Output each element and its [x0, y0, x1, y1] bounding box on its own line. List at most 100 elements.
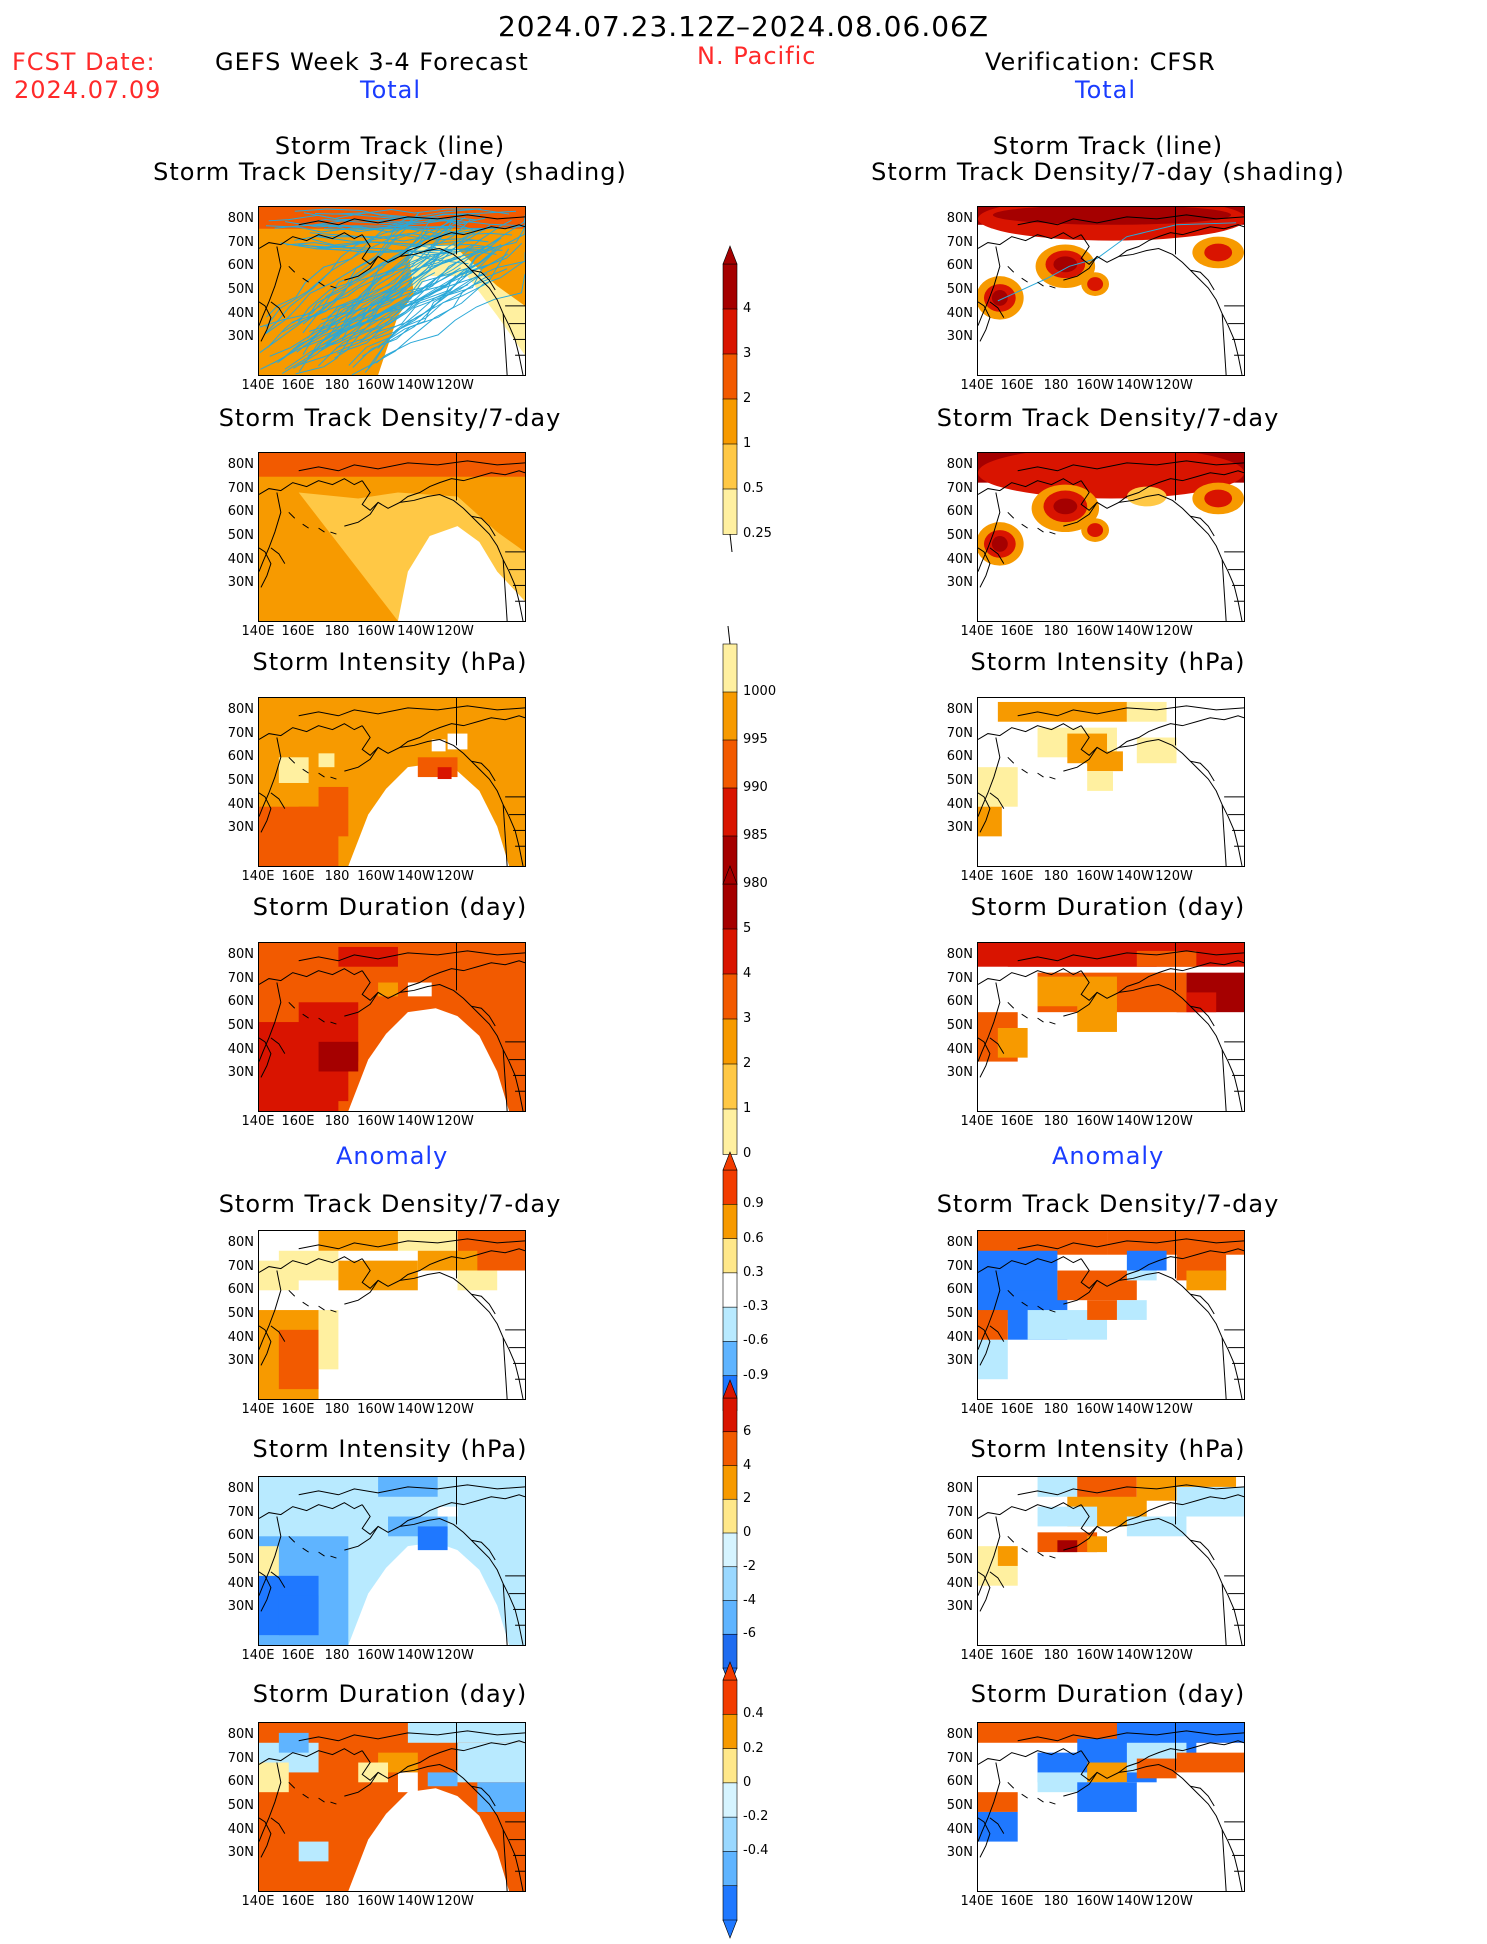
- title-left-track-line: Storm Track (line): [130, 132, 650, 160]
- lat-label: 30N: [214, 1599, 254, 1614]
- lat-label: 40N: [933, 1822, 973, 1837]
- lat-label: 30N: [214, 575, 254, 590]
- shade-cell: [428, 1772, 458, 1786]
- lat-label: 70N: [214, 235, 254, 250]
- map-right-anom-intensity: [977, 1476, 1245, 1646]
- shade-cell: [1177, 1487, 1244, 1517]
- title-left-anom-density: Storm Track Density/7-day: [130, 1190, 650, 1218]
- colorbar-swatch: [723, 1239, 737, 1274]
- shade-cell: [978, 767, 1018, 807]
- lat-label: 30N: [214, 1845, 254, 1860]
- colorbar-label: 990: [743, 780, 768, 795]
- colorbar-swatch: [723, 1064, 737, 1110]
- map-right-track: [977, 206, 1245, 376]
- colorbar-label: -0.4: [743, 1843, 768, 1858]
- shade-cell: [978, 1310, 1008, 1340]
- shade-cell: [438, 1507, 458, 1517]
- colorbar-label: 1: [743, 1101, 751, 1116]
- lat-label: 40N: [214, 552, 254, 567]
- shade-cell: [319, 1231, 398, 1251]
- map-right-anom-density: [977, 1230, 1245, 1400]
- lon-label: 120W: [432, 1894, 478, 1909]
- shade-cell: [998, 1546, 1018, 1566]
- lon-label: 120W: [432, 1648, 478, 1663]
- shade-cell: [279, 1733, 309, 1753]
- lat-label: 30N: [933, 329, 973, 344]
- title-left-intensity: Storm Intensity (hPa): [130, 648, 650, 676]
- lat-label: 30N: [933, 1845, 973, 1860]
- colorbar-swatch: [723, 1567, 737, 1601]
- lat-label: 80N: [214, 1727, 254, 1742]
- lat-label: 60N: [214, 994, 254, 1009]
- map-right-density: [977, 452, 1245, 622]
- shade-cell: [1057, 1271, 1136, 1301]
- lat-label: 50N: [933, 528, 973, 543]
- lon-label: 120W: [1151, 869, 1197, 884]
- lat-label: 40N: [214, 306, 254, 321]
- map-left-anom-intensity: [258, 1476, 526, 1646]
- colorbar-swatch: [723, 444, 737, 490]
- lat-label: 80N: [933, 1235, 973, 1250]
- shade-cell: [448, 734, 468, 750]
- lat-label: 30N: [933, 1065, 973, 1080]
- lat-label: 70N: [214, 1751, 254, 1766]
- lat-label: 30N: [214, 1353, 254, 1368]
- shade-blob: [1087, 523, 1103, 537]
- colorbar-label: 4: [743, 1458, 751, 1473]
- colorbar-label: 0.6: [743, 1231, 764, 1246]
- colorbar-swatch: [723, 974, 737, 1020]
- title-left-anom-intensity: Storm Intensity (hPa): [130, 1435, 650, 1463]
- lat-label: 40N: [933, 1330, 973, 1345]
- lat-label: 30N: [214, 329, 254, 344]
- title-right-duration: Storm Duration (day): [848, 893, 1368, 921]
- title-left-density: Storm Track Density/7-day: [130, 404, 650, 432]
- shade-blob: [1053, 256, 1077, 272]
- verification-title: Verification: CFSR: [985, 48, 1216, 76]
- lat-label: 40N: [933, 797, 973, 812]
- lat-label: 40N: [214, 1576, 254, 1591]
- shade-cell: [1117, 1300, 1147, 1320]
- lat-label: 80N: [933, 457, 973, 472]
- lat-label: 70N: [214, 1259, 254, 1274]
- title-right-density: Storm Track Density/7-day: [848, 404, 1368, 432]
- lat-label: 70N: [933, 726, 973, 741]
- lat-label: 60N: [933, 994, 973, 1009]
- lat-label: 50N: [933, 1018, 973, 1033]
- colorbar-label: 2: [743, 1491, 751, 1506]
- colorbar-swatch: [723, 1783, 737, 1818]
- lat-label: 40N: [933, 1042, 973, 1057]
- lat-label: 40N: [214, 1330, 254, 1345]
- shade-cell: [1137, 1759, 1177, 1779]
- shade-cell: [259, 453, 525, 477]
- shade-cell: [279, 1330, 319, 1389]
- colorbar-label: 3: [743, 346, 751, 361]
- lat-label: 50N: [214, 1798, 254, 1813]
- fcst-date-label: FCST Date:: [12, 48, 156, 76]
- shade-cell: [998, 1028, 1028, 1058]
- colorbar-swatch: [723, 1398, 737, 1432]
- lat-label: 60N: [214, 1774, 254, 1789]
- colorbar-top-arrow: [723, 1152, 737, 1170]
- shade-cell: [1087, 1300, 1117, 1320]
- shade-cell: [1008, 943, 1157, 967]
- shade-cell: [319, 753, 335, 767]
- shade-cell: [418, 1526, 448, 1550]
- lon-label: 120W: [1151, 624, 1197, 639]
- colorbar-swatch: [723, 1109, 737, 1155]
- lat-label: 40N: [214, 1822, 254, 1837]
- lat-label: 50N: [214, 1018, 254, 1033]
- lat-label: 40N: [214, 1042, 254, 1057]
- colorbar-label: 4: [743, 301, 751, 316]
- shade-cell: [1186, 1271, 1226, 1291]
- shade-cell: [299, 1842, 329, 1862]
- colorbar-label: -2: [743, 1559, 756, 1574]
- colorbar-swatch: [723, 644, 737, 693]
- lat-label: 60N: [214, 258, 254, 273]
- colorbar-label: 0.2: [743, 1741, 764, 1756]
- colorbar-swatch: [723, 692, 737, 741]
- shade-cell: [1038, 977, 1117, 1007]
- lat-label: 50N: [933, 1306, 973, 1321]
- map-right-intensity: [977, 697, 1245, 867]
- lon-label: 120W: [1151, 1648, 1197, 1663]
- colorbar-label: 6: [743, 1424, 751, 1439]
